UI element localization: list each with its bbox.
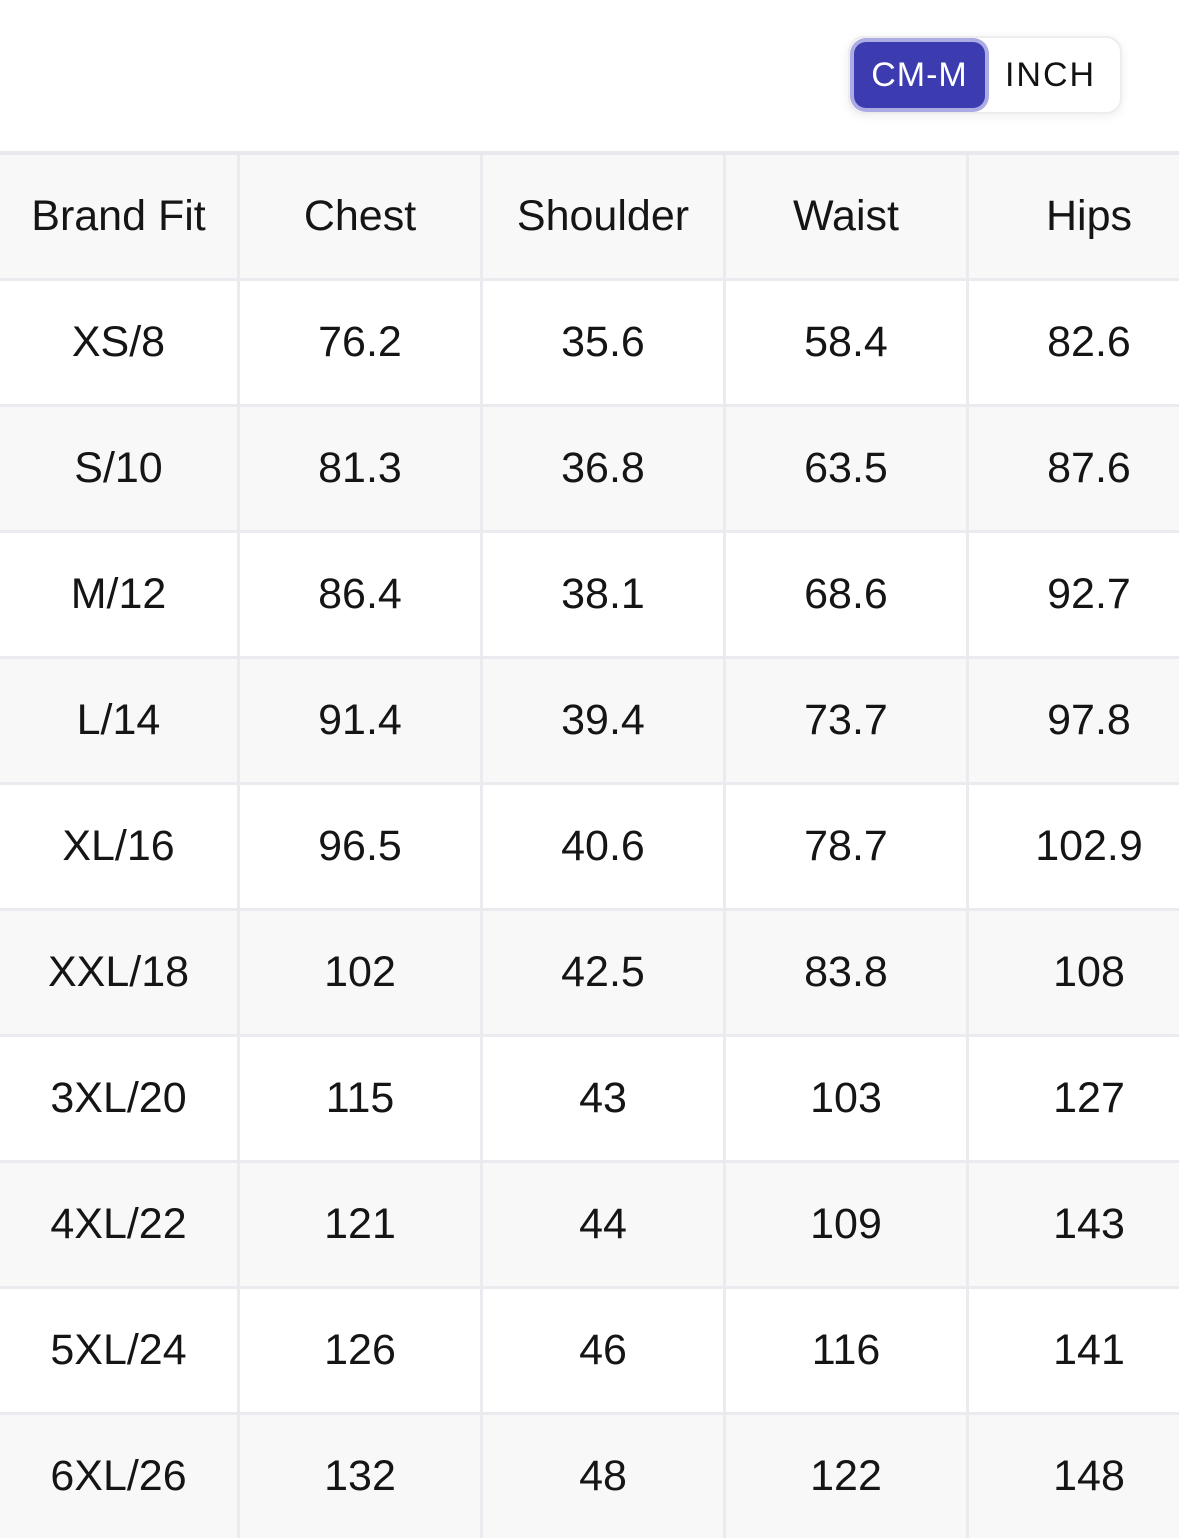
- size-value-cell: 103: [726, 1037, 966, 1160]
- unit-toggle-inch-button[interactable]: INCH: [985, 42, 1116, 108]
- row-size-label: M/12: [0, 533, 237, 656]
- row-size-label: XS/8: [0, 281, 237, 404]
- size-value-cell: 109: [726, 1163, 966, 1286]
- column-header-chest: Chest: [240, 155, 480, 278]
- row-size-label: 4XL/22: [0, 1163, 237, 1286]
- size-value-cell: 36.8: [483, 407, 723, 530]
- size-value-cell: 35.6: [483, 281, 723, 404]
- size-value-cell: 86.4: [240, 533, 480, 656]
- row-size-label: 5XL/24: [0, 1289, 237, 1412]
- size-value-cell: 46: [483, 1289, 723, 1412]
- unit-toggle-cm-button[interactable]: CM-M: [854, 42, 985, 108]
- row-size-label: S/10: [0, 407, 237, 530]
- size-value-cell: 141: [969, 1289, 1179, 1412]
- size-value-cell: 127: [969, 1037, 1179, 1160]
- column-header-brand-fit: Brand Fit: [0, 155, 237, 278]
- size-value-cell: 58.4: [726, 281, 966, 404]
- size-value-cell: 68.6: [726, 533, 966, 656]
- size-value-cell: 97.8: [969, 659, 1179, 782]
- size-value-cell: 38.1: [483, 533, 723, 656]
- size-value-cell: 96.5: [240, 785, 480, 908]
- size-value-cell: 122: [726, 1415, 966, 1538]
- size-value-cell: 115: [240, 1037, 480, 1160]
- column-header-hips: Hips: [969, 155, 1179, 278]
- row-size-label: 3XL/20: [0, 1037, 237, 1160]
- unit-toggle: CM-M INCH: [848, 36, 1122, 114]
- size-value-cell: 44: [483, 1163, 723, 1286]
- row-size-label: 6XL/26: [0, 1415, 237, 1538]
- size-value-cell: 102.9: [969, 785, 1179, 908]
- size-value-cell: 87.6: [969, 407, 1179, 530]
- size-value-cell: 78.7: [726, 785, 966, 908]
- size-value-cell: 83.8: [726, 911, 966, 1034]
- size-value-cell: 91.4: [240, 659, 480, 782]
- size-value-cell: 40.6: [483, 785, 723, 908]
- size-value-cell: 121: [240, 1163, 480, 1286]
- size-value-cell: 39.4: [483, 659, 723, 782]
- size-value-cell: 81.3: [240, 407, 480, 530]
- column-header-waist: Waist: [726, 155, 966, 278]
- row-size-label: XL/16: [0, 785, 237, 908]
- row-size-label: L/14: [0, 659, 237, 782]
- size-value-cell: 48: [483, 1415, 723, 1538]
- size-value-cell: 82.6: [969, 281, 1179, 404]
- column-header-shoulder: Shoulder: [483, 155, 723, 278]
- size-value-cell: 92.7: [969, 533, 1179, 656]
- size-value-cell: 73.7: [726, 659, 966, 782]
- size-value-cell: 63.5: [726, 407, 966, 530]
- size-value-cell: 116: [726, 1289, 966, 1412]
- size-value-cell: 143: [969, 1163, 1179, 1286]
- size-value-cell: 108: [969, 911, 1179, 1034]
- size-value-cell: 102: [240, 911, 480, 1034]
- size-value-cell: 43: [483, 1037, 723, 1160]
- size-value-cell: 132: [240, 1415, 480, 1538]
- size-chart-table: Brand Fit Chest Shoulder Waist Hips XS/8 76.2 3…: [0, 151, 1179, 1538]
- size-value-cell: 126: [240, 1289, 480, 1412]
- size-value-cell: 76.2: [240, 281, 480, 404]
- row-size-label: XXL/18: [0, 911, 237, 1034]
- size-value-cell: 148: [969, 1415, 1179, 1538]
- size-value-cell: 42.5: [483, 911, 723, 1034]
